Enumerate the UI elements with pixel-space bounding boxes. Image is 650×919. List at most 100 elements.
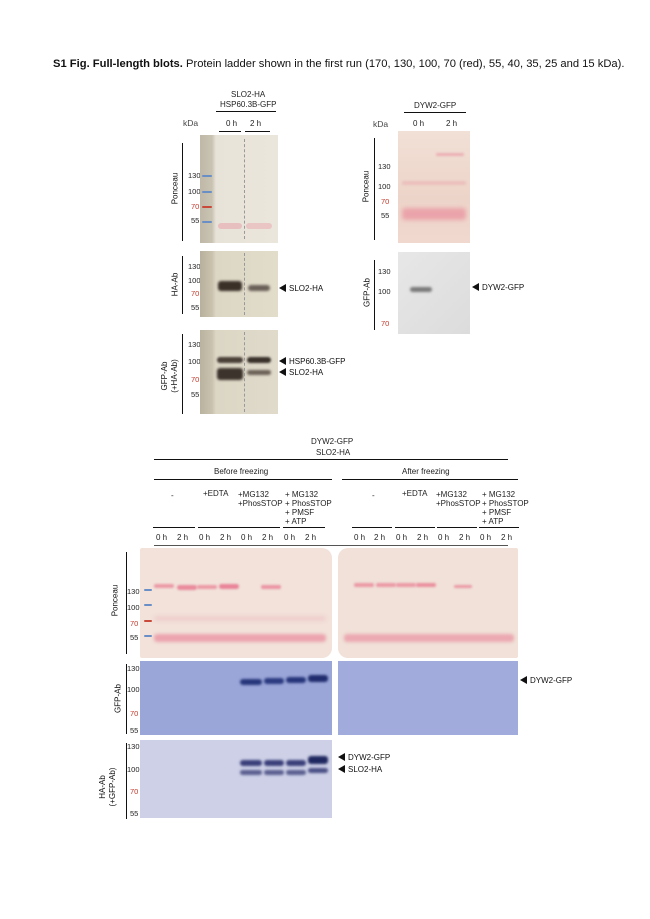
time-label: 2 h <box>374 533 386 542</box>
panel-a-header-1: SLO2-HA <box>231 90 266 99</box>
panel-b-gfp-target: DYW2-GFP <box>482 283 525 292</box>
times-line <box>154 545 508 546</box>
marker-100: 100 <box>188 187 201 196</box>
time-label: 0 h <box>396 533 408 542</box>
panel-a-gfp-label: GFP-Ab (+HA-Ab) <box>160 344 180 408</box>
lane-divider <box>244 332 246 412</box>
protein-band <box>261 585 281 589</box>
marker-100: 100 <box>127 685 140 694</box>
protein-band <box>247 370 271 375</box>
marker-100: 100 <box>127 765 140 774</box>
time-label: 2 h <box>417 533 429 542</box>
protein-band <box>217 357 243 363</box>
section-bracket <box>126 743 127 819</box>
section-bracket <box>182 143 183 241</box>
marker-55: 55 <box>130 726 139 735</box>
protein-band <box>240 679 262 685</box>
protein-band <box>344 634 514 642</box>
protein-band <box>454 585 472 588</box>
time-label: 0 h <box>156 533 168 542</box>
caption-title: S1 Fig. Full-length blots. <box>53 58 183 70</box>
protein-band <box>286 677 306 683</box>
section-bracket <box>126 664 127 734</box>
protein-band <box>218 281 242 291</box>
group-line <box>154 479 332 480</box>
panel-a-gfp-target-2: SLO2-HA <box>289 368 324 377</box>
panel-a-header-line <box>216 111 276 112</box>
time-label: 2 h <box>262 533 274 542</box>
protein-band <box>197 585 217 589</box>
panel-a-ponceau-label: Ponceau <box>170 172 180 205</box>
panel-b-gfp-blot <box>398 252 470 334</box>
panel-b-time-2: 2 h <box>446 119 458 128</box>
marker-130: 130 <box>188 340 201 349</box>
time-label: 0 h <box>480 533 492 542</box>
ladder-band <box>144 604 152 606</box>
marker-55: 55 <box>191 216 200 225</box>
arrow-icon <box>279 357 286 365</box>
ponceau-blot-after <box>338 548 518 658</box>
marker-55: 55 <box>130 809 139 818</box>
lane-line <box>153 527 195 528</box>
panel-c-gfp-label: GFP-Ab <box>113 684 123 713</box>
ladder-band <box>202 221 212 223</box>
lane-line <box>238 527 280 528</box>
gfp-blot-before <box>140 661 332 735</box>
time-label: 0 h <box>241 533 253 542</box>
panel-a-kda: kDa <box>183 118 199 128</box>
protein-band <box>410 287 432 292</box>
arrow-icon <box>338 765 345 773</box>
protein-band <box>240 770 262 775</box>
condition-full: + MG132 + PhosSTOP + PMSF + ATP <box>285 490 332 526</box>
marker-100: 100 <box>378 287 391 296</box>
protein-band <box>219 584 239 589</box>
arrow-icon <box>279 284 286 292</box>
panel-a-gfp-blot <box>200 330 278 414</box>
protein-band <box>154 634 326 642</box>
arrow-icon <box>520 676 527 684</box>
panel-c-ha-label-1: HA-Ab <box>98 775 107 799</box>
time-label: 2 h <box>177 533 189 542</box>
marker-70: 70 <box>381 197 390 206</box>
protein-band <box>264 760 284 766</box>
panel-a-time-0: 0 h <box>226 119 238 128</box>
marker-130: 130 <box>127 742 140 751</box>
protein-band <box>247 357 271 363</box>
panel-a-ha-target: SLO2-HA <box>289 284 324 293</box>
figure-caption: S1 Fig. Full-length blots. Protein ladde… <box>53 58 625 70</box>
panel-c-header-2: SLO2-HA <box>316 448 351 457</box>
protein-band <box>286 760 306 766</box>
marker-130: 130 <box>378 162 391 171</box>
marker-55: 55 <box>130 633 139 642</box>
gfp-blot-after <box>338 661 518 735</box>
lane-divider <box>244 139 246 239</box>
marker-100: 100 <box>378 182 391 191</box>
protein-band <box>396 583 416 587</box>
protein-band <box>416 583 436 587</box>
protein-band <box>248 285 270 291</box>
marker-130: 130 <box>378 267 391 276</box>
lane-line <box>352 527 392 528</box>
section-bracket <box>182 334 183 414</box>
protein-band <box>264 770 284 775</box>
protein-band <box>264 678 284 684</box>
arrow-icon <box>279 368 286 376</box>
protein-band <box>436 153 464 156</box>
time-label: 0 h <box>199 533 211 542</box>
panel-a-gfp-label-1: GFP-Ab <box>160 361 169 391</box>
panel-b-header: DYW2-GFP <box>414 101 457 110</box>
lane-line <box>245 131 270 132</box>
marker-70: 70 <box>130 709 139 718</box>
protein-band <box>308 675 328 682</box>
ladder-band <box>202 191 212 193</box>
lane-line <box>479 527 519 528</box>
marker-130: 130 <box>188 171 201 180</box>
time-label: 2 h <box>501 533 513 542</box>
panel-c-ha-target-2: SLO2-HA <box>348 765 383 774</box>
caption-text: Protein ladder shown in the first run (1… <box>186 58 625 70</box>
protein-band <box>402 181 466 185</box>
protein-band <box>154 584 174 588</box>
condition-mg132: +MG132 +PhosSTOP <box>436 490 481 508</box>
marker-130: 130 <box>127 664 140 673</box>
marker-55: 55 <box>191 303 200 312</box>
